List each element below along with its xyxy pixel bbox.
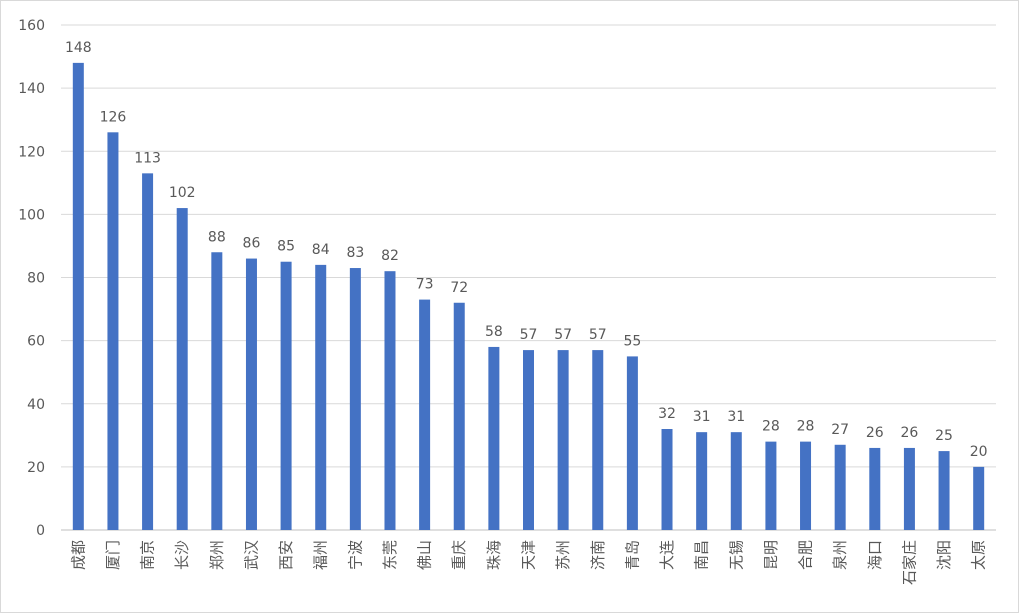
- x-tick-label: 海口: [866, 540, 884, 570]
- bar: [280, 261, 292, 530]
- data-label: 27: [831, 422, 849, 438]
- x-tick-label: 天津: [520, 540, 538, 570]
- bar: [211, 252, 223, 530]
- y-tick-label: 60: [27, 334, 45, 350]
- y-tick-label: 160: [18, 18, 45, 34]
- bar: [107, 132, 119, 530]
- x-tick-label: 厦门: [104, 540, 122, 570]
- bar: [384, 271, 396, 530]
- bar: [523, 350, 534, 530]
- data-labels: 148 126 113 102 88 86 85 84 83 82 73 72 58 57 57 57 55 32…: [65, 40, 988, 460]
- x-tick-label: 南京: [139, 540, 157, 570]
- y-tick-label: 0: [36, 523, 45, 539]
- bar: [419, 299, 431, 530]
- data-label: 57: [520, 327, 538, 343]
- x-tick-label: 南昌: [693, 540, 711, 570]
- bar: [869, 447, 881, 530]
- x-tick-label: 珠海: [485, 540, 503, 570]
- data-label: 82: [381, 248, 399, 264]
- bar: [903, 447, 915, 530]
- data-label: 25: [935, 428, 953, 444]
- data-label: 55: [623, 333, 641, 349]
- bar: [72, 62, 84, 530]
- data-label: 57: [589, 327, 607, 343]
- bar: [245, 258, 257, 530]
- data-label: 28: [797, 419, 815, 435]
- x-tick-label: 长沙: [173, 540, 191, 570]
- x-tick-label: 佛山: [416, 540, 434, 570]
- x-tick-label: 昆明: [762, 540, 780, 570]
- bar: [349, 268, 361, 530]
- bar: [765, 441, 777, 530]
- data-label: 86: [243, 236, 261, 252]
- x-tick-label: 苏州: [554, 540, 572, 570]
- y-axis-ticks: 0 20 40 60 80 100 120 140 160: [18, 18, 45, 539]
- bar: [453, 302, 465, 530]
- y-tick-label: 40: [27, 397, 45, 413]
- bar: [834, 444, 846, 530]
- data-label: 26: [866, 425, 884, 441]
- x-tick-label: 东莞: [381, 540, 399, 570]
- data-label: 57: [554, 327, 572, 343]
- x-tick-label: 福州: [312, 540, 330, 570]
- x-axis-ticks: 成都 厦门 南京 长沙 郑州 武汉 西安 福州 宁波 东莞 佛山 重庆 珠海 天津 苏州 济南 青岛 大连 南昌 无锡…: [69, 540, 987, 585]
- x-tick-label: 济南: [589, 540, 607, 570]
- data-label: 83: [346, 245, 364, 261]
- x-tick-label: 无锡: [727, 540, 745, 570]
- x-tick-label: 西安: [277, 540, 295, 570]
- data-label: 26: [901, 425, 919, 441]
- y-tick-label: 20: [27, 460, 45, 476]
- data-label: 148: [65, 40, 92, 56]
- bar: [696, 432, 708, 530]
- x-tick-label: 郑州: [208, 540, 226, 570]
- x-tick-label: 石家庄: [900, 540, 918, 585]
- data-label: 32: [658, 406, 676, 422]
- data-label: 31: [693, 409, 711, 425]
- bar: [661, 429, 673, 530]
- data-label: 58: [485, 324, 503, 340]
- bar: [592, 350, 604, 530]
- bar: [800, 441, 812, 530]
- y-tick-label: 80: [27, 271, 45, 287]
- x-tick-label: 青岛: [623, 540, 641, 570]
- x-tick-label: 沈阳: [935, 540, 953, 570]
- bars: [72, 62, 985, 530]
- bar: [938, 451, 950, 530]
- bar: [488, 346, 500, 530]
- x-tick-label: 宁波: [346, 540, 364, 570]
- bar: [730, 432, 742, 530]
- data-label: 113: [134, 150, 161, 166]
- bar: [315, 264, 327, 530]
- data-label: 88: [208, 229, 226, 245]
- bar: [973, 466, 985, 530]
- data-label: 102: [169, 185, 196, 201]
- bar: [626, 356, 638, 530]
- bar: [142, 173, 154, 530]
- x-tick-label: 大连: [658, 540, 676, 570]
- data-label: 126: [100, 109, 127, 125]
- bar: [557, 350, 569, 530]
- data-label: 20: [970, 444, 988, 460]
- data-label: 85: [277, 239, 295, 255]
- bar: [176, 208, 188, 530]
- x-tick-label: 武汉: [242, 540, 260, 570]
- data-label: 84: [312, 242, 330, 258]
- x-tick-label: 成都: [69, 540, 87, 570]
- data-label: 73: [416, 277, 434, 293]
- x-tick-label: 太原: [970, 540, 988, 570]
- x-tick-label: 合肥: [797, 540, 815, 570]
- data-label: 72: [450, 280, 468, 296]
- y-tick-label: 140: [18, 81, 45, 97]
- y-tick-label: 120: [18, 144, 45, 160]
- x-tick-label: 重庆: [450, 540, 468, 570]
- data-label: 31: [727, 409, 745, 425]
- x-tick-label: 泉州: [831, 540, 849, 570]
- y-tick-label: 100: [18, 207, 45, 223]
- data-label: 28: [762, 419, 780, 435]
